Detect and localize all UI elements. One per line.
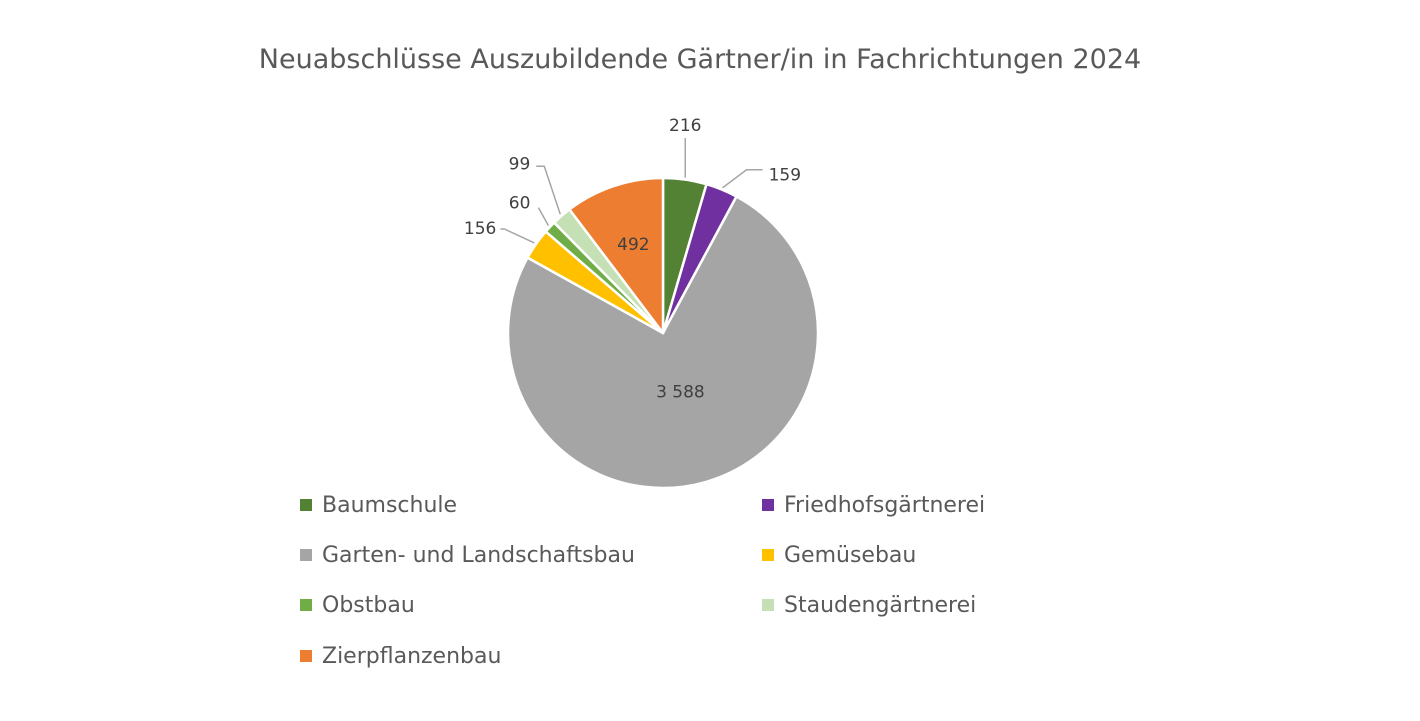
legend-item-baumschule: Baumschule [300,490,457,520]
data-label-staudengaertnerei: 99 [509,154,531,174]
data-label-garten-und-landschaftsbau: 3 588 [656,383,705,403]
legend-label: Garten- und Landschaftsbau [322,542,635,568]
legend-item-friedhofsgaertnerei: Friedhofsgärtnerei [762,490,985,520]
leader-line-obstbau [537,207,550,227]
legend-swatch [762,499,774,511]
data-label-obstbau: 60 [509,194,531,214]
legend-swatch [300,549,312,561]
legend-label: Baumschule [322,492,458,518]
legend-swatch [300,650,312,662]
legend-label: Gemüsebau [784,542,917,568]
leader-line-friedhofsgaertnerei [722,168,763,189]
legend-item-zierpflanzenbau: Zierpflanzenbau [300,641,501,671]
legend-label: Friedhofsgärtnerei [784,492,986,518]
leader-line-gemuesebau [500,228,535,244]
data-label-friedhofsgaertnerei: 159 [769,166,801,186]
legend-label: Staudengärtnerei [784,592,977,618]
pie-slice-zierpflanzenbau [568,176,665,335]
data-label-baumschule: 216 [669,116,701,136]
legend-item-staudengaertnerei: Staudengärtnerei [762,590,976,620]
legend-label: Obstbau [322,592,415,618]
legend-swatch [762,549,774,561]
legend-swatch [762,599,774,611]
chart-title: Neuabschlüsse Auszubildende Gärtner/in i… [258,44,1142,75]
pie-slice-garten-und-landschaftsbau [506,195,820,490]
data-label-zierpflanzenbau: 492 [617,235,649,255]
legend-item-gemuesebau: Gemüsebau [762,540,916,570]
data-label-gemuesebau: 156 [464,219,496,239]
legend-swatch [300,599,312,611]
legend-item-obstbau: Obstbau [300,590,415,620]
legend-item-garten-und-landschaftsbau: Garten- und Landschaftsbau [300,540,635,570]
legend-swatch [300,499,312,511]
leader-line-staudengaertnerei [536,165,561,215]
legend-label: Zierpflanzenbau [322,643,502,669]
